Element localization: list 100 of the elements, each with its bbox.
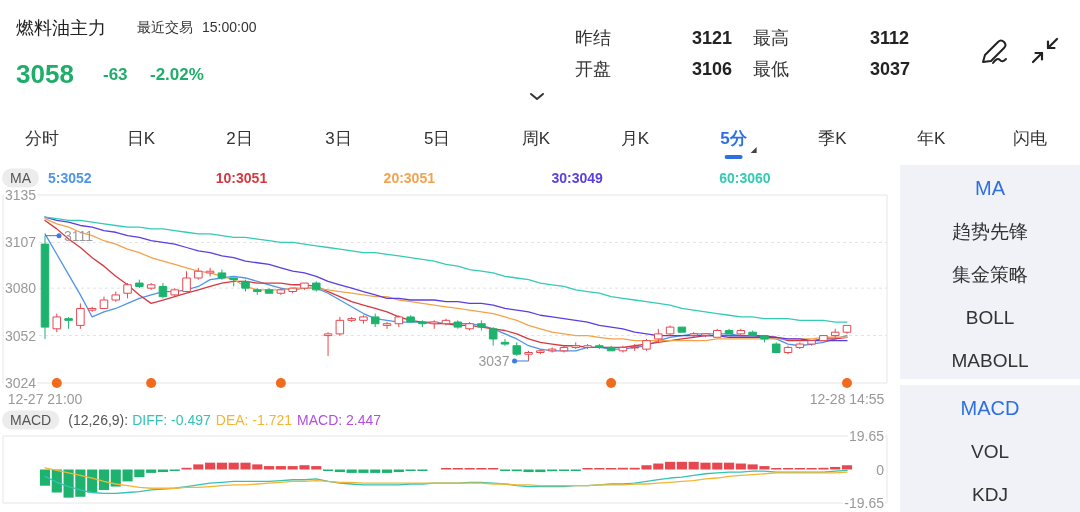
bar (264, 466, 275, 470)
y-tick-label: 3107 (5, 234, 37, 251)
y-tick-label: 0 (876, 461, 885, 478)
candlestick (689, 331, 698, 338)
candlestick (300, 282, 309, 291)
text: 最近交易 (137, 19, 193, 35)
candlestick (512, 341, 522, 357)
text: 日K (126, 128, 156, 148)
candlestick (64, 316, 73, 330)
text: 5日 (423, 128, 451, 148)
text: BOLL (965, 306, 1015, 328)
candlestick (500, 338, 510, 347)
text: 燃料油主力 (16, 18, 106, 38)
candlestick (217, 269, 227, 281)
text: MACD (960, 397, 1020, 419)
candlestick (229, 277, 238, 287)
candlestick (359, 314, 368, 325)
y-tick-label: 3052 (5, 327, 37, 344)
candlestick (370, 313, 380, 328)
candlestick (170, 287, 180, 298)
text: 3日 (325, 128, 352, 148)
bar (665, 461, 676, 470)
candlestick (182, 270, 191, 293)
candlestick (311, 280, 321, 293)
text: 闪电 (1013, 128, 1047, 148)
candlestick (842, 324, 852, 335)
candlestick (335, 316, 345, 337)
text: 集金策略 (952, 263, 1028, 285)
bar (841, 465, 853, 470)
text: 昨结 (575, 28, 611, 48)
candlestick (429, 319, 439, 330)
candlestick (488, 326, 498, 347)
candlestick (665, 324, 675, 337)
candlestick (642, 338, 651, 352)
text: KDJ (972, 483, 1008, 505)
chart-subtitle: (12,26,9): (68, 412, 129, 428)
candlestick (264, 287, 274, 294)
candlestick (559, 345, 569, 354)
line-series (44, 216, 848, 323)
candlestick (135, 279, 144, 289)
candlestick (146, 282, 156, 291)
text: 年K (917, 128, 947, 148)
text: 季K (818, 128, 848, 148)
text: 周K (521, 128, 551, 148)
text: 月K (620, 128, 650, 148)
candlestick (654, 328, 663, 343)
x-tick-label: 12-27 21:00 (7, 391, 83, 407)
text: DIFF: -0.497 (132, 412, 211, 428)
text: 最高 (753, 28, 789, 48)
text: DEA: -1.721 (215, 412, 293, 428)
text: 10:3051 (215, 170, 268, 186)
y-tick-label: 3135 (5, 187, 37, 203)
text: 趋势先锋 (952, 220, 1028, 242)
candlestick (40, 235, 50, 340)
candlestick (618, 345, 628, 354)
text: 开盘 (575, 59, 611, 79)
candlestick (111, 291, 121, 303)
bar (735, 463, 746, 470)
candlestick (205, 267, 215, 277)
candlestick (547, 346, 557, 354)
bar (676, 461, 687, 470)
annotation: 3037 (478, 352, 510, 369)
text: 20:3051 (383, 170, 436, 186)
legend-title: MACD (10, 412, 52, 428)
candlestick (736, 328, 746, 337)
x-tick-label: 12-28 14:55 (809, 391, 885, 407)
text: 3112 (870, 28, 910, 48)
text: 最低 (753, 59, 789, 79)
candlestick (288, 287, 297, 294)
text: 分时 (25, 128, 59, 148)
text: VOL (970, 440, 1010, 462)
candlestick (323, 331, 333, 357)
text: 3058 (16, 59, 74, 89)
candlestick (477, 319, 486, 331)
candlestick (677, 326, 687, 333)
candlestick (583, 343, 592, 350)
candlestick (52, 313, 62, 333)
candlestick (406, 314, 415, 323)
text: 2日 (226, 128, 253, 148)
bar (98, 469, 110, 490)
candlestick (630, 343, 639, 352)
bar (216, 462, 227, 470)
text: 3121 (692, 28, 733, 48)
candlestick (771, 341, 781, 354)
candlestick (760, 335, 769, 343)
bar (205, 462, 216, 470)
candlestick (783, 345, 793, 355)
candlestick (253, 287, 262, 296)
candlestick (795, 341, 805, 350)
candlestick (382, 321, 392, 330)
text: 5:3052 (48, 170, 92, 186)
text: MA (975, 177, 1006, 199)
candlestick (712, 328, 722, 338)
bar (275, 466, 286, 470)
text: 5分 (720, 128, 748, 148)
text: MACD: 2.447 (297, 412, 382, 428)
candlestick (701, 333, 710, 338)
candlestick (123, 282, 132, 299)
candlestick (571, 341, 581, 350)
candlestick (276, 287, 286, 296)
